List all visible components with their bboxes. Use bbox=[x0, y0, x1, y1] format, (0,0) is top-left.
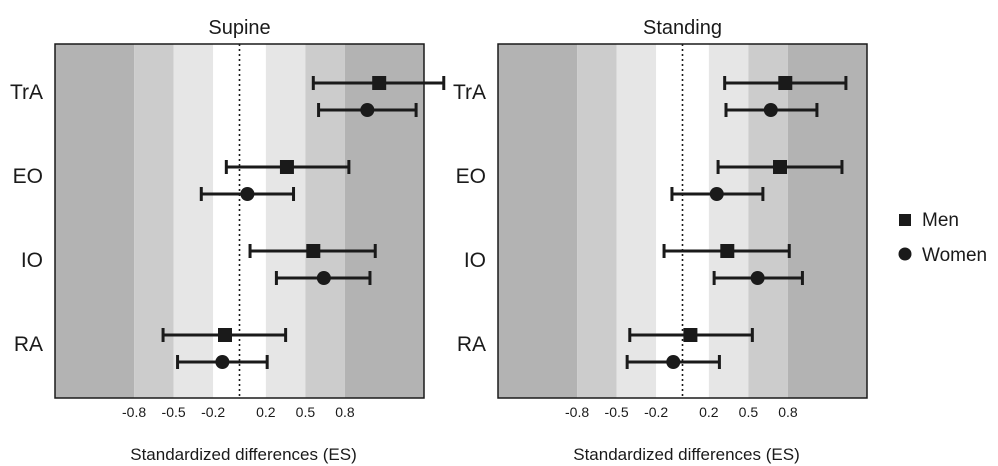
effect-band bbox=[708, 44, 749, 398]
chart-title: Standing bbox=[643, 17, 722, 39]
legend-label-women: Women bbox=[922, 245, 987, 266]
x-tick-label: 0.5 bbox=[296, 404, 316, 420]
category-label: EO bbox=[13, 165, 43, 188]
category-label: IO bbox=[21, 249, 43, 272]
legend: Men Women bbox=[898, 210, 987, 266]
data-point-men bbox=[218, 328, 233, 342]
legend-marker-men bbox=[899, 214, 911, 226]
data-point-women bbox=[666, 355, 681, 369]
data-point-women bbox=[709, 187, 724, 201]
data-point-women bbox=[316, 271, 331, 285]
category-label: TrA bbox=[10, 81, 43, 104]
x-tick-label: 0.5 bbox=[739, 404, 759, 420]
supine-panel: Supine TrA EO IO RA -0.8 -0.5 -0.2 0.2 0.5 0.8 Stan… bbox=[10, 17, 446, 464]
x-tick-label: -0.2 bbox=[201, 404, 225, 420]
legend-label-men: Men bbox=[922, 210, 959, 231]
effect-band bbox=[305, 44, 345, 398]
effect-band bbox=[344, 44, 424, 398]
x-tick-label: -0.5 bbox=[162, 404, 186, 420]
x-tick-label: 0.8 bbox=[335, 404, 355, 420]
data-point-men bbox=[372, 76, 387, 90]
x-tick-label: -0.8 bbox=[565, 404, 589, 420]
effect-band bbox=[748, 44, 788, 398]
data-point-men bbox=[683, 328, 698, 342]
effect-band bbox=[265, 44, 306, 398]
effect-band bbox=[55, 44, 135, 398]
x-tick-label: 0.8 bbox=[778, 404, 798, 420]
effect-band bbox=[616, 44, 657, 398]
data-point-men bbox=[306, 244, 321, 258]
category-label: EO bbox=[456, 165, 486, 188]
x-tick-label: 0.2 bbox=[256, 404, 276, 420]
data-point-women bbox=[215, 355, 230, 369]
effect-band bbox=[787, 44, 867, 398]
data-point-women bbox=[763, 103, 778, 117]
x-axis-label: Standardized differences (ES) bbox=[573, 445, 799, 464]
x-tick-label: -0.2 bbox=[644, 404, 668, 420]
data-point-women bbox=[750, 271, 765, 285]
chart-title: Supine bbox=[208, 17, 270, 39]
category-label: IO bbox=[464, 249, 486, 272]
effect-band bbox=[173, 44, 214, 398]
data-point-women bbox=[240, 187, 255, 201]
effect-band bbox=[498, 44, 578, 398]
data-point-men bbox=[279, 160, 294, 174]
x-tick-label: -0.8 bbox=[122, 404, 146, 420]
x-axis-label: Standardized differences (ES) bbox=[130, 445, 356, 464]
effect-band bbox=[134, 44, 174, 398]
x-tick-label: -0.5 bbox=[605, 404, 629, 420]
category-label: TrA bbox=[453, 81, 486, 104]
effect-band bbox=[577, 44, 617, 398]
category-label: RA bbox=[457, 333, 486, 356]
x-tick-label: 0.2 bbox=[699, 404, 719, 420]
data-point-men bbox=[778, 76, 793, 90]
data-point-men bbox=[773, 160, 788, 174]
standing-panel: Standing TrA EO IO RA -0.8 -0.5 -0.2 0.2 0.5 0.8 St… bbox=[453, 17, 868, 464]
data-point-men bbox=[720, 244, 735, 258]
data-point-women bbox=[360, 103, 375, 117]
legend-marker-women bbox=[898, 247, 912, 261]
category-label: RA bbox=[14, 333, 43, 356]
